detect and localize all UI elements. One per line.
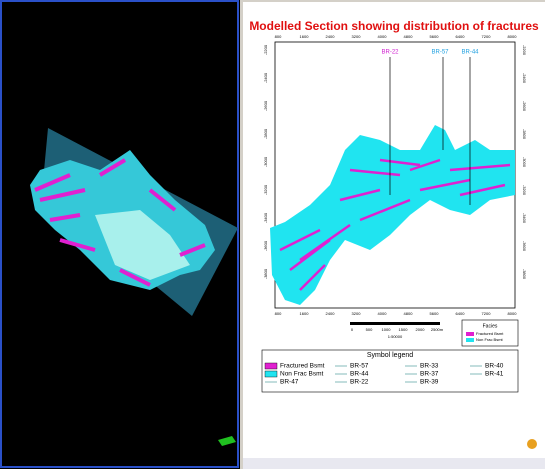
left-tick-label: -3000 <box>263 156 268 167</box>
top-tick-label: 8000 <box>508 34 518 39</box>
scale-label: 2500m <box>431 327 444 332</box>
legend-item: Non Frac Bsmt <box>280 371 324 378</box>
bottom-tick-label: 1600 <box>300 311 310 316</box>
scale-bar <box>350 322 440 325</box>
legend-swatch <box>265 371 277 377</box>
legend-swatch <box>265 363 277 369</box>
scale-label: 500 <box>366 327 373 332</box>
legend-item: BR-39 <box>420 379 439 386</box>
top-tick-label: 5600 <box>430 34 440 39</box>
right-tick-label: -3800 <box>522 269 527 280</box>
left-tick-label: -2800 <box>263 128 268 139</box>
app-window: {"section":{"title":"Modelled Section sh… <box>0 0 545 469</box>
well-label: BR-22 <box>381 50 399 56</box>
left-tick-label: -2400 <box>263 72 268 83</box>
top-tick-label: 3200 <box>352 34 362 39</box>
bottom-tick-label: 4000 <box>378 311 388 316</box>
top-tick-label: 4800 <box>404 34 414 39</box>
logo <box>527 439 537 449</box>
legend-item: BR-57 <box>350 363 369 370</box>
top-tick-label: 6400 <box>456 34 466 39</box>
right-tick-label: -2800 <box>522 129 527 140</box>
bottom-tick-label: 7200 <box>482 311 492 316</box>
bottom-tick-label: 6400 <box>456 311 466 316</box>
screen: Modelled Section showing distribution of… <box>0 0 545 469</box>
top-tick-label: 1600 <box>300 34 310 39</box>
left-tick-label: -2600 <box>263 100 268 111</box>
scale-label: 1000 <box>382 327 392 332</box>
right-tick-label: -2200 <box>522 45 527 56</box>
bottom-tick-label: 8000 <box>508 311 518 316</box>
right-tick-label: -3600 <box>522 241 527 252</box>
facies-item: Fractured Bsmt <box>476 331 504 336</box>
left-tick-label: -3200 <box>263 184 268 195</box>
bottom-tick-label: 4800 <box>404 311 414 316</box>
legend-item: BR-22 <box>350 379 369 386</box>
left-tick-label: -2200 <box>263 44 268 55</box>
legend-item: Fractured Bsmt <box>280 363 325 370</box>
right-tick-label: -2400 <box>522 73 527 84</box>
left-tick-label: -3800 <box>263 268 268 279</box>
bottom-tick-label: 800 <box>275 311 282 316</box>
bottom-tick-label: 3200 <box>352 311 362 316</box>
legend-title: Symbol legend <box>367 352 413 359</box>
legend-item: BR-47 <box>280 379 299 386</box>
right-tick-label: -2600 <box>522 101 527 112</box>
facies-item: Non Frac Bsmt <box>476 337 504 342</box>
well-label: BR-57 <box>431 50 449 56</box>
left-tick-label: -3400 <box>263 212 268 223</box>
bottom-tick-label: 2400 <box>326 311 336 316</box>
scale-ratio: 1:50000 <box>388 334 403 339</box>
scale-label: 2000 <box>416 327 426 332</box>
right-tick-label: -3000 <box>522 157 527 168</box>
scale-label: 1500 <box>399 327 409 332</box>
right-tick-label: -3200 <box>522 185 527 196</box>
facies-title: Facies <box>483 323 498 329</box>
facies-swatch <box>466 332 474 336</box>
legend-item: BR-40 <box>485 363 504 370</box>
top-tick-label: 4000 <box>378 34 388 39</box>
scrollbar <box>243 458 545 469</box>
legend-item: BR-37 <box>420 371 439 378</box>
legend-item: BR-33 <box>420 363 439 370</box>
well-label: BR-44 <box>461 50 479 56</box>
legend-item: BR-44 <box>350 371 369 378</box>
top-tick-label: 800 <box>275 34 282 39</box>
section-title: Modelled Section showing distribution of… <box>249 19 539 33</box>
top-tick-label: 2400 <box>326 34 336 39</box>
top-tick-label: 7200 <box>482 34 492 39</box>
facies-swatch <box>466 338 474 342</box>
legend-item: BR-41 <box>485 371 504 378</box>
bottom-tick-label: 5600 <box>430 311 440 316</box>
right-tick-label: -3400 <box>522 213 527 224</box>
left-tick-label: -3600 <box>263 240 268 251</box>
